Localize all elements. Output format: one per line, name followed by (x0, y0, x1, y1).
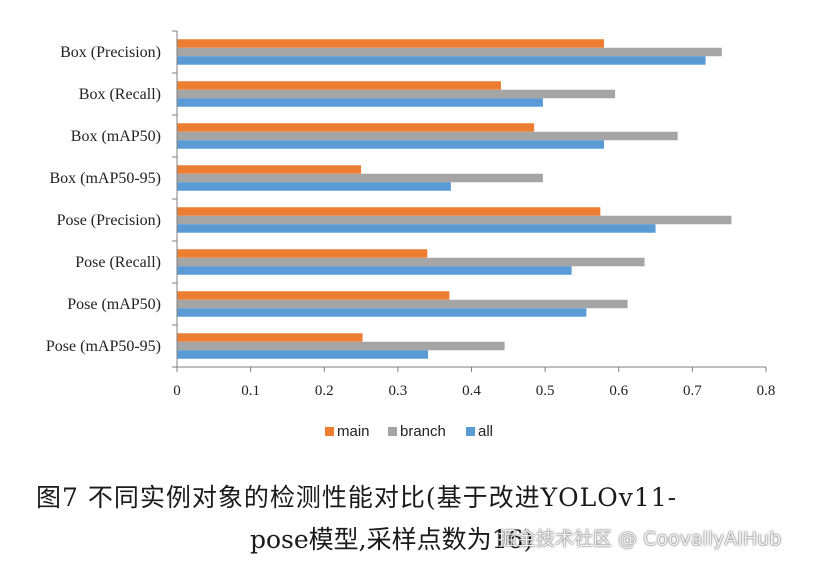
legend-swatch-main (325, 427, 334, 436)
bar-main-6 (177, 291, 450, 300)
x-tick-label-7: 0.7 (683, 383, 702, 399)
bar-all-2 (177, 140, 605, 149)
x-axis-ticks: 0 0.1 0.2 0.3 0.4 0.5 0.6 0.7 0.8 (172, 30, 776, 399)
x-tick-label-6: 0.6 (609, 383, 628, 399)
bar-branch-2 (177, 131, 678, 141)
bar-branch-0 (177, 47, 722, 57)
figure-caption-line2: pose模型,采样点数为16) (250, 525, 534, 554)
legend-swatch-all (466, 427, 475, 436)
x-tick-label-0: 0 (173, 383, 181, 399)
category-label-7: Pose (mAP50-95) (46, 338, 161, 355)
bar-branch-6 (177, 299, 628, 309)
bar-all-5 (177, 266, 572, 275)
legend-swatch-branch (388, 427, 397, 436)
bar-branch-3 (177, 173, 543, 183)
bar-branch-4 (177, 215, 732, 225)
legend-label-all: all (478, 423, 493, 440)
bar-branch-7 (177, 341, 505, 351)
category-label-4: Pose (Precision) (57, 212, 161, 229)
bar-all-0 (177, 56, 706, 65)
x-tick-label-8: 0.8 (757, 383, 776, 399)
bars-group (177, 39, 732, 359)
category-label-3: Box (mAP50-95) (49, 170, 161, 187)
x-tick-label-3: 0.3 (389, 383, 408, 399)
bar-chart: Box (Precision) Box (Recall) Box (mAP50) Bo… (46, 30, 776, 440)
bar-main-5 (177, 249, 428, 258)
bar-main-4 (177, 207, 601, 216)
bar-main-0 (177, 39, 605, 48)
bar-all-4 (177, 224, 656, 233)
legend: main branch all (325, 423, 493, 440)
watermark: 掘金技术社区 @ CoovallyAIHub (498, 528, 782, 550)
bar-main-2 (177, 123, 535, 132)
bar-main-1 (177, 81, 501, 90)
bar-all-6 (177, 308, 587, 317)
x-tick-label-2: 0.2 (315, 383, 334, 399)
bar-all-7 (177, 350, 429, 359)
legend-label-branch: branch (400, 423, 446, 440)
bar-all-3 (177, 182, 451, 191)
category-label-6: Pose (mAP50) (67, 296, 161, 313)
x-tick-label-1: 0.1 (241, 383, 260, 399)
bar-main-7 (177, 333, 363, 342)
category-labels: Box (Precision) Box (Recall) Box (mAP50) Bo… (46, 44, 161, 355)
bar-branch-1 (177, 89, 616, 99)
category-label-0: Box (Precision) (60, 44, 161, 61)
bar-branch-5 (177, 257, 645, 267)
x-tick-label-4: 0.4 (462, 383, 481, 399)
legend-label-main: main (337, 423, 370, 440)
figure-caption-line1: 图7 不同实例对象的检测性能对比(基于改进YOLOv11- (36, 483, 678, 512)
x-tick-label-5: 0.5 (536, 383, 555, 399)
category-label-1: Box (Recall) (79, 86, 161, 103)
category-label-5: Pose (Recall) (75, 254, 161, 271)
bar-all-1 (177, 98, 543, 107)
category-label-2: Box (mAP50) (71, 128, 161, 145)
bar-main-3 (177, 165, 362, 174)
